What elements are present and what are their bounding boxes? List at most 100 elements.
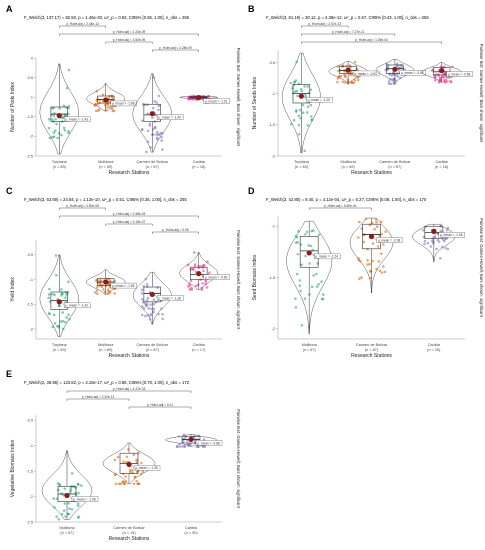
data-point: [124, 480, 127, 483]
data-point: [375, 225, 379, 228]
data-point: [63, 487, 67, 491]
violin-group: μ_mean = -0.63 Mollitona(n = 69): [328, 60, 380, 169]
data-point: [384, 230, 387, 233]
bracket-label: p_Holm-adj = 4.22e-03: [113, 387, 146, 391]
x-axis-title: Research Stations: [351, 170, 392, 176]
data-point: [299, 87, 303, 91]
data-point: [160, 307, 163, 310]
data-point: [189, 279, 193, 283]
data-point: [423, 239, 427, 243]
x-tick-n-label: (n = 87): [146, 348, 160, 352]
data-point: [157, 94, 161, 98]
data-point: [128, 471, 132, 474]
data-point: [380, 220, 383, 223]
significance-bracket: [59, 215, 199, 218]
side-annotation: Pairwise test: Games-Howell; Bars shown:…: [236, 230, 241, 330]
data-point: [63, 502, 67, 505]
violin-shape: [85, 269, 126, 295]
data-point: [47, 296, 50, 300]
violin-group: μ_mean = -1.00 Turpiana(n = 83): [281, 52, 333, 169]
data-point: [93, 104, 97, 107]
data-point: [69, 488, 72, 492]
y-axis-title: Number of Pods Index: [10, 82, 16, 132]
data-point: [122, 460, 125, 464]
data-point: [310, 115, 313, 118]
mean-point: [56, 299, 62, 305]
data-point: [387, 82, 391, 86]
mean-label-box: [195, 440, 223, 446]
data-point: [66, 291, 70, 294]
data-point: [380, 252, 383, 255]
data-point: [357, 277, 361, 281]
data-point: [64, 515, 67, 518]
data-point: [387, 80, 391, 83]
data-point: [95, 285, 99, 289]
mean-point: [392, 66, 398, 72]
data-point: [133, 475, 137, 479]
box: [190, 266, 208, 280]
data-point: [301, 111, 305, 115]
bracket-label: p_Holm-adj = 3.32e-13: [82, 395, 115, 399]
data-point: [336, 65, 340, 68]
box: [386, 64, 404, 74]
data-point: [64, 290, 67, 294]
data-point: [178, 442, 181, 446]
data-point: [108, 279, 112, 283]
data-point: [187, 98, 191, 101]
violin-group: μ_mean = -1.43 Turpiana(n = 83): [39, 63, 91, 169]
data-point: [151, 116, 154, 120]
mean-label-box: [314, 253, 341, 260]
data-point: [153, 99, 156, 103]
mean-point: [368, 233, 375, 240]
data-point: [356, 78, 360, 82]
bracket-label: p_Holm-adj = 4.50e-08: [66, 204, 99, 208]
data-point: [289, 81, 292, 85]
bracket-label: p_Holm-adj = 2.44e-13: [66, 22, 99, 26]
data-point: [193, 263, 197, 266]
data-point: [98, 101, 102, 104]
data-point: [74, 486, 77, 489]
x-tick-label: Turpiana: [52, 160, 68, 164]
mean-label: μ_mean = -1.08: [112, 102, 135, 106]
data-point: [201, 282, 204, 285]
panel-letter: D: [248, 186, 255, 196]
mean-label-box: [446, 71, 473, 77]
data-point: [440, 245, 444, 249]
data-point: [441, 75, 445, 78]
mean-point: [64, 492, 70, 499]
data-point: [184, 435, 188, 439]
side-annotation: Pairwise test: Games-Howell; Bars shown:…: [479, 218, 484, 318]
data-point: [304, 254, 307, 258]
data-point: [346, 78, 350, 82]
data-point: [94, 109, 98, 113]
chart-panel-d: D F_Welch(2, 42.85) = 9.40, p = 4.12e-04,…: [248, 186, 484, 359]
x-tick-label: Mollitona: [59, 526, 75, 530]
data-point: [422, 235, 426, 239]
data-point: [125, 455, 129, 459]
data-point: [62, 126, 66, 130]
data-point: [292, 118, 296, 122]
data-point: [300, 324, 304, 327]
mean-label-box: [306, 96, 333, 103]
x-tick-n-label: (n = 16): [427, 348, 441, 352]
mean-label: μ_mean = -0.63: [354, 72, 377, 76]
data-point: [399, 76, 402, 80]
data-point: [56, 482, 60, 485]
data-point: [200, 286, 204, 290]
data-point: [152, 302, 156, 306]
y-axis-title: Yield Index: [10, 277, 16, 302]
mean-point: [196, 94, 202, 101]
data-point: [306, 105, 310, 109]
data-point: [135, 479, 138, 483]
data-point: [47, 126, 51, 130]
mean-point: [149, 111, 155, 117]
bracket-label: p_Holm-adj = 1.26e-04: [355, 38, 388, 42]
data-point: [181, 440, 185, 443]
data-point: [52, 106, 55, 110]
x-tick-label: Turpiana: [52, 343, 68, 347]
data-point: [113, 458, 117, 462]
x-tick-n-label: (n = 87): [146, 165, 160, 169]
chart-panel-e: E F_Welch(2, 36.96) = 123.82, p = 4.15e-1…: [6, 369, 241, 542]
data-point: [336, 80, 339, 84]
